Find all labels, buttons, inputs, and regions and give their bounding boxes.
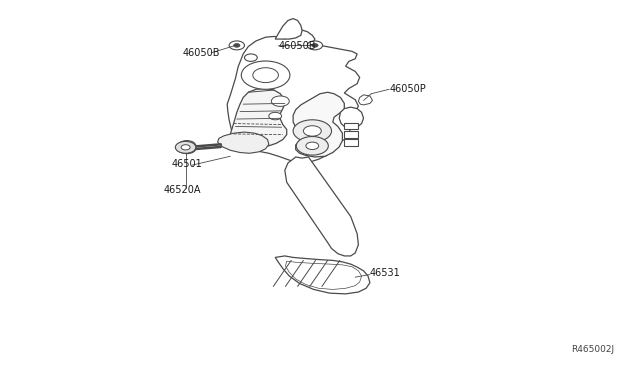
Bar [344, 139, 358, 146]
Circle shape [241, 61, 290, 89]
Circle shape [178, 141, 196, 151]
Circle shape [234, 44, 240, 47]
Polygon shape [358, 95, 372, 105]
Circle shape [181, 145, 190, 150]
Bar [344, 131, 358, 138]
Bar [344, 123, 358, 129]
Polygon shape [275, 256, 370, 294]
Text: R465002J: R465002J [572, 345, 614, 354]
Polygon shape [339, 107, 364, 128]
Circle shape [312, 44, 318, 47]
Polygon shape [227, 30, 360, 163]
Text: 46050B: 46050B [182, 48, 220, 58]
Polygon shape [275, 19, 302, 39]
Circle shape [296, 137, 328, 155]
Circle shape [271, 96, 289, 106]
Text: 46050B: 46050B [278, 41, 316, 51]
Circle shape [178, 143, 196, 154]
Text: 46501: 46501 [172, 160, 202, 169]
Text: 46050P: 46050P [389, 84, 426, 93]
Circle shape [244, 54, 257, 61]
Circle shape [229, 41, 244, 50]
Polygon shape [293, 92, 344, 157]
Circle shape [175, 141, 196, 153]
Circle shape [306, 142, 319, 150]
Circle shape [253, 68, 278, 83]
Circle shape [307, 41, 323, 50]
Text: 46531: 46531 [370, 269, 401, 278]
Circle shape [269, 112, 282, 120]
Circle shape [303, 126, 321, 136]
Text: 46520A: 46520A [163, 186, 201, 195]
Polygon shape [218, 132, 269, 153]
Polygon shape [229, 89, 287, 147]
Polygon shape [285, 157, 358, 256]
Circle shape [293, 120, 332, 142]
